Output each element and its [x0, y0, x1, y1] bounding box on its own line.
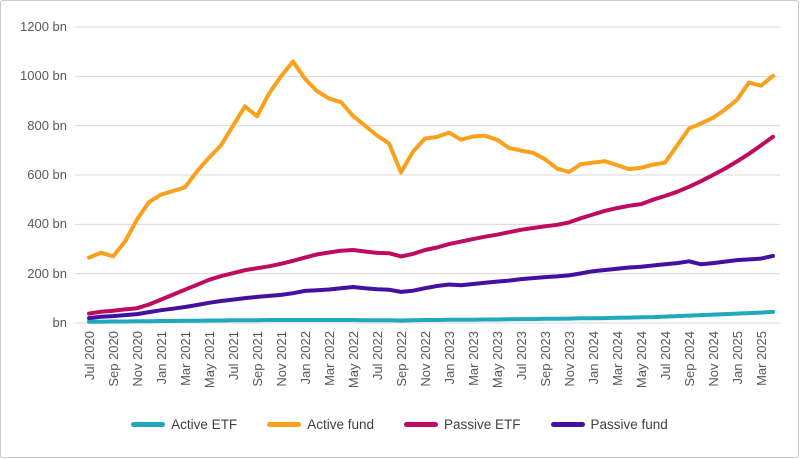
legend-item-active-etf[interactable]: Active ETF [131, 417, 237, 432]
x-axis-tick-label: Jul 2021 [225, 331, 241, 381]
x-axis-tick-label: Jul 2024 [657, 331, 673, 381]
x-axis-tick-label: Jan 2022 [297, 331, 313, 385]
legend: Active ETF Active fund Passive ETF Passive … [1, 417, 798, 432]
x-axis-tick-label: Jan 2023 [441, 331, 457, 385]
x-axis-tick-label: Jul 2023 [513, 331, 529, 381]
series-line-passive-etf[interactable] [87, 134, 775, 316]
legend-label: Active ETF [171, 417, 238, 432]
legend-item-passive-fund[interactable]: Passive fund [550, 417, 668, 432]
x-axis-tick-label: Sep 2020 [105, 331, 121, 387]
y-axis-tick-label: bn [52, 315, 67, 330]
series-line-active-etf[interactable] [87, 309, 775, 324]
x-axis-tick-label: Nov 2020 [129, 331, 145, 387]
y-axis-tick-label: 600 bn [27, 167, 67, 182]
legend-line-swatch-icon [403, 422, 438, 427]
legend-item-active-fund[interactable]: Active fund [267, 417, 374, 432]
y-axis-tick-label: 800 bn [27, 117, 67, 133]
y-axis-tick-label: 200 bn [27, 265, 67, 281]
x-axis-tick-label: May 2023 [489, 331, 505, 389]
x-axis-tick-label: Mar 2023 [465, 331, 481, 386]
x-axis-tick-label: Jul 2020 [81, 331, 97, 381]
x-axis-tick-label: Nov 2023 [561, 331, 577, 387]
x-axis-tick-label: Mar 2021 [177, 331, 193, 386]
x-axis-tick-label: Sep 2024 [681, 331, 697, 387]
x-axis-tick-label: Jan 2025 [729, 331, 745, 385]
x-axis-tick-label: Jan 2021 [153, 331, 169, 385]
x-axis-tick-label: Nov 2021 [273, 331, 289, 387]
x-axis-tick-label: Mar 2025 [753, 331, 769, 386]
x-axis-tick-label: Sep 2022 [393, 331, 409, 387]
x-axis-tick-label: May 2024 [633, 331, 649, 389]
x-axis-tick-label: Nov 2022 [417, 331, 433, 387]
x-axis-tick-label: Mar 2024 [609, 331, 625, 386]
legend-line-swatch-icon [550, 422, 585, 427]
x-axis-tick-label: Sep 2023 [537, 331, 553, 387]
y-axis-tick-label: 400 bn [27, 216, 67, 232]
legend-line-swatch-icon [131, 422, 166, 427]
y-axis-tick-label: 1200 bn [20, 19, 67, 34]
legend-label: Passive fund [590, 417, 668, 432]
x-axis-tick-label: Jan 2024 [585, 331, 601, 385]
legend-label: Active fund [307, 417, 374, 432]
legend-label: Passive ETF [443, 417, 521, 432]
legend-line-swatch-icon [267, 422, 302, 427]
x-axis-tick-label: May 2021 [201, 331, 217, 389]
series-line-passive-fund[interactable] [87, 253, 775, 321]
x-axis-tick-label: Nov 2024 [705, 331, 721, 387]
x-axis-tick-label: May 2022 [345, 331, 361, 389]
x-axis-tick-label: Jul 2022 [369, 331, 385, 381]
legend-item-passive-etf[interactable]: Passive ETF [403, 417, 521, 432]
x-axis-tick-label: Mar 2022 [321, 331, 337, 386]
series-line-active-fund[interactable] [87, 59, 775, 260]
x-axis-tick-label: Sep 2021 [249, 331, 265, 387]
y-axis-tick-label: 1000 bn [20, 68, 67, 84]
